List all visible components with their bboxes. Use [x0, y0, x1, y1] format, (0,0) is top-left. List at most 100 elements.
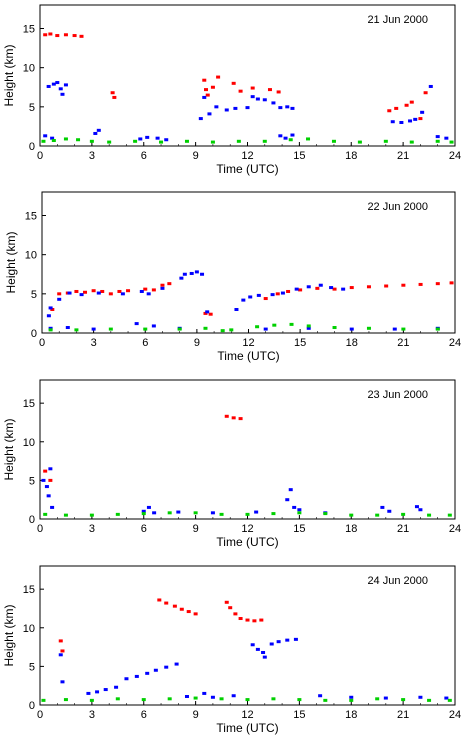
data-point	[236, 139, 241, 143]
data-point	[74, 289, 79, 293]
y-tick-label: 5	[29, 475, 35, 487]
data-point	[48, 328, 53, 332]
data-point	[444, 136, 449, 140]
data-point	[318, 694, 323, 698]
series-2	[43, 81, 449, 142]
data-point	[224, 108, 229, 112]
data-point	[50, 505, 55, 509]
x-tick-label: 15	[293, 150, 305, 162]
data-point	[43, 512, 48, 516]
data-point	[141, 698, 146, 702]
data-point	[193, 696, 198, 700]
data-point	[95, 690, 100, 694]
data-point	[271, 512, 276, 516]
series-1	[43, 32, 428, 121]
x-tick-label: 21	[397, 523, 409, 535]
data-point	[214, 105, 219, 109]
x-tick-label: 3	[89, 709, 95, 721]
data-point	[283, 136, 288, 140]
data-point	[231, 416, 236, 420]
data-point	[60, 649, 65, 653]
data-point	[164, 138, 169, 142]
data-point	[203, 311, 208, 315]
data-point	[297, 511, 302, 515]
data-point	[229, 328, 234, 332]
data-point	[250, 95, 255, 99]
y-tick-label: 5	[29, 102, 35, 114]
data-point	[41, 478, 46, 482]
data-point	[159, 140, 164, 144]
data-point	[145, 671, 150, 675]
data-point	[245, 512, 250, 516]
data-point	[276, 640, 281, 644]
data-point	[259, 618, 264, 622]
data-point	[58, 87, 63, 91]
x-tick-label: 24	[449, 709, 461, 721]
chart-title: 22 Jun 2000	[367, 201, 428, 213]
data-point	[401, 283, 406, 287]
x-tick-label: 9	[193, 150, 199, 162]
x-tick-label: 21	[397, 337, 409, 349]
series-1	[43, 414, 243, 482]
data-point	[306, 285, 311, 289]
data-point	[103, 688, 108, 692]
x-tick-label: 15	[294, 337, 306, 349]
chart-title: 23 Jun 2000	[367, 389, 428, 401]
x-tick-label: 12	[241, 523, 253, 535]
data-point	[292, 505, 297, 509]
data-point	[219, 512, 224, 516]
data-point	[427, 513, 432, 517]
data-point	[288, 488, 293, 492]
data-point	[269, 642, 274, 646]
x-tick-label: 3	[89, 523, 95, 535]
data-point	[46, 314, 51, 318]
data-point	[414, 505, 419, 509]
x-tick-label: 15	[293, 523, 305, 535]
data-point	[250, 86, 255, 90]
data-point	[233, 106, 238, 110]
data-point	[164, 601, 169, 605]
data-point	[89, 513, 94, 517]
data-point	[57, 297, 62, 301]
data-point	[233, 612, 238, 616]
data-point	[55, 34, 60, 38]
data-point	[74, 328, 79, 332]
data-point	[418, 508, 423, 512]
data-point	[157, 598, 162, 602]
data-point	[202, 78, 207, 82]
x-tick-label: 3	[91, 337, 97, 349]
data-point	[93, 131, 98, 135]
data-point	[231, 81, 236, 85]
plot-frame	[41, 191, 456, 334]
data-point	[65, 326, 70, 330]
data-point	[43, 469, 48, 473]
data-point	[107, 140, 112, 144]
series-2	[58, 637, 449, 700]
data-point	[210, 85, 215, 89]
data-point	[50, 308, 55, 311]
y-tick-label: 0	[29, 700, 35, 712]
data-point	[96, 128, 101, 132]
series-3	[43, 511, 452, 517]
data-point	[207, 112, 212, 116]
y-tick-label: 15	[23, 24, 35, 36]
data-point	[184, 139, 189, 143]
y-tick-label: 15	[25, 211, 37, 223]
x-tick-label: 0	[37, 150, 43, 162]
data-point	[139, 289, 144, 293]
data-point	[252, 619, 257, 623]
data-point	[272, 323, 277, 327]
data-point	[220, 329, 225, 333]
data-point	[141, 512, 146, 516]
data-point	[51, 82, 56, 86]
data-point	[408, 119, 413, 123]
data-point	[138, 137, 143, 141]
data-point	[255, 97, 260, 101]
y-tick-label: 10	[23, 437, 35, 449]
y-tick-label: 0	[29, 141, 35, 153]
data-point	[50, 136, 55, 140]
data-point	[203, 326, 208, 330]
series-2	[46, 270, 440, 331]
data-point	[413, 117, 418, 121]
